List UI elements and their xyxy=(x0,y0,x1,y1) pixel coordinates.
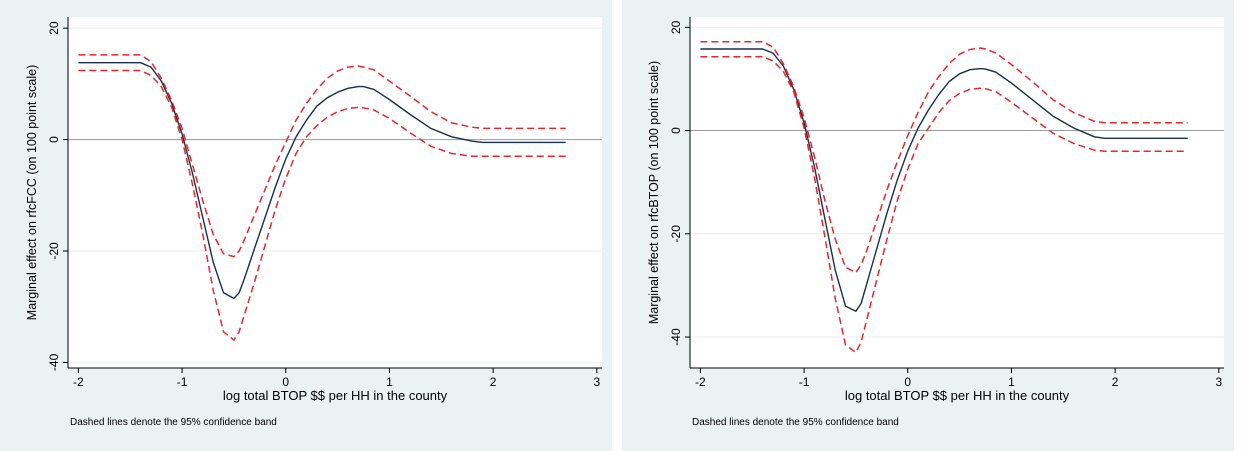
chart-rfcbtop: -2 -1 0 1 2 3 -40 -20 0 20 log total BTOP $$ per H… xyxy=(647,17,1224,403)
y-tick-label: 0 xyxy=(47,136,61,143)
y-axis-title: Marginal effect on rfcFCC (on 100 point … xyxy=(25,65,39,320)
plot-area xyxy=(68,17,602,368)
chart-rfcfcc: -2 -1 0 1 2 3 -40 -20 0 20 log total BTOP $$ per H… xyxy=(25,17,602,403)
y-tick-label: 20 xyxy=(47,21,61,35)
x-tick-label: -2 xyxy=(73,375,84,389)
chart-panel-left: -2 -1 0 1 2 3 -40 -20 0 20 log total BTOP $$ per H… xyxy=(0,0,612,451)
x-axis-title: log total BTOP $$ per HH in the county xyxy=(845,388,1070,403)
x-tick-label: 1 xyxy=(386,375,393,389)
y-tick-label: -20 xyxy=(47,242,61,260)
x-tick-label: 0 xyxy=(282,375,289,389)
chart-panel-right: -2 -1 0 1 2 3 -40 -20 0 20 log total BTOP $$ per H… xyxy=(622,0,1234,451)
series-line-lower-95 xyxy=(78,69,566,341)
x-tick-label: 1 xyxy=(1008,375,1015,389)
y-tick-label: -40 xyxy=(47,353,61,371)
chart-footnote: Dashed lines denote the 95% confidence b… xyxy=(70,417,277,428)
y-tick-label: 20 xyxy=(669,20,683,34)
series-line-estimate xyxy=(700,48,1188,312)
x-tick-label: -1 xyxy=(177,375,188,389)
y-tick-label: 0 xyxy=(669,127,683,134)
series-line-upper-95 xyxy=(78,54,566,258)
chart-footnote: Dashed lines denote the 95% confidence b… xyxy=(692,417,899,428)
x-tick-label: 3 xyxy=(593,375,600,389)
x-tick-label: -1 xyxy=(799,375,810,389)
x-axis-title: log total BTOP $$ per HH in the county xyxy=(223,388,448,403)
plot-area xyxy=(690,17,1224,368)
x-tick-label: 2 xyxy=(490,375,497,389)
x-tick-label: 2 xyxy=(1112,375,1119,389)
x-tick-label: 0 xyxy=(904,375,911,389)
x-tick-label: -2 xyxy=(695,375,706,389)
y-tick-label: -20 xyxy=(669,225,683,243)
y-axis-title: Marginal effect on rfcBTOP (on 100 point… xyxy=(647,61,661,324)
series-line-lower-95 xyxy=(700,55,1188,354)
series-line-estimate xyxy=(78,62,566,300)
y-tick-label: -40 xyxy=(669,328,683,346)
x-tick-label: 3 xyxy=(1215,375,1222,389)
series-line-upper-95 xyxy=(700,41,1188,274)
